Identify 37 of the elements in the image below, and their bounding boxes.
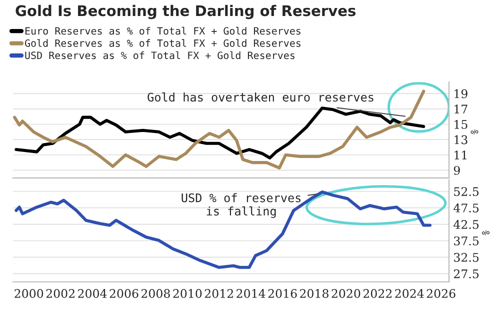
y-tick-label: 37.5: [454, 236, 479, 246]
y-axis-title: %: [481, 228, 490, 237]
y-tick-label: 32.5: [454, 252, 479, 262]
y-tick-label: 27.5: [454, 269, 479, 278]
x-tick-label: 2008: [141, 289, 170, 298]
y-tick-label: 15: [454, 120, 468, 129]
x-tick-label: 2010: [173, 289, 202, 298]
legend-label: Gold Reserves as % of Total FX + Gold Reserves: [25, 39, 300, 47]
y-tick-label: 13: [454, 135, 468, 144]
x-tick-label: 2000: [14, 289, 44, 298]
x-tick-label: 2002: [46, 289, 74, 298]
line-series: [14, 190, 432, 269]
legend-label: USD Reserves as % of Total FX + Gold Reserves: [25, 51, 294, 60]
y-tick-label: 19: [454, 89, 468, 98]
x-tick-label: 2016: [268, 289, 297, 298]
y-axis-title: %: [470, 128, 479, 136]
x-tick-label: 2020: [332, 289, 360, 298]
legend-label: Euro Reserves as % of Total FX + Gold Reserves: [25, 26, 300, 35]
y-tick-label: 9: [454, 166, 460, 175]
x-tick-label: 2012: [204, 289, 233, 298]
chart-title: Gold Is Becoming the Darling of Reserves: [16, 4, 356, 20]
x-tick-label: 2022: [363, 289, 392, 298]
y-tick-label: 42.5: [454, 220, 479, 229]
annotation: USD % of reserves is falling: [182, 193, 301, 218]
line-series: [14, 106, 426, 160]
y-tick-label: 17: [454, 104, 468, 114]
x-tick-label: 2006: [110, 289, 138, 298]
x-tick-label: 2018: [300, 289, 328, 298]
y-tick-label: 11: [454, 150, 467, 160]
annotation: Gold has overtaken euro reserves: [148, 92, 374, 102]
x-tick-label: 2004: [78, 289, 107, 298]
x-tick-label: 2024: [395, 289, 424, 298]
x-tick-label: 2026: [426, 289, 456, 298]
y-tick-label: 52.5: [454, 187, 479, 196]
line-series: [13, 90, 426, 170]
x-tick-label: 2014: [236, 289, 266, 298]
y-tick-label: 47.5: [454, 204, 479, 212]
